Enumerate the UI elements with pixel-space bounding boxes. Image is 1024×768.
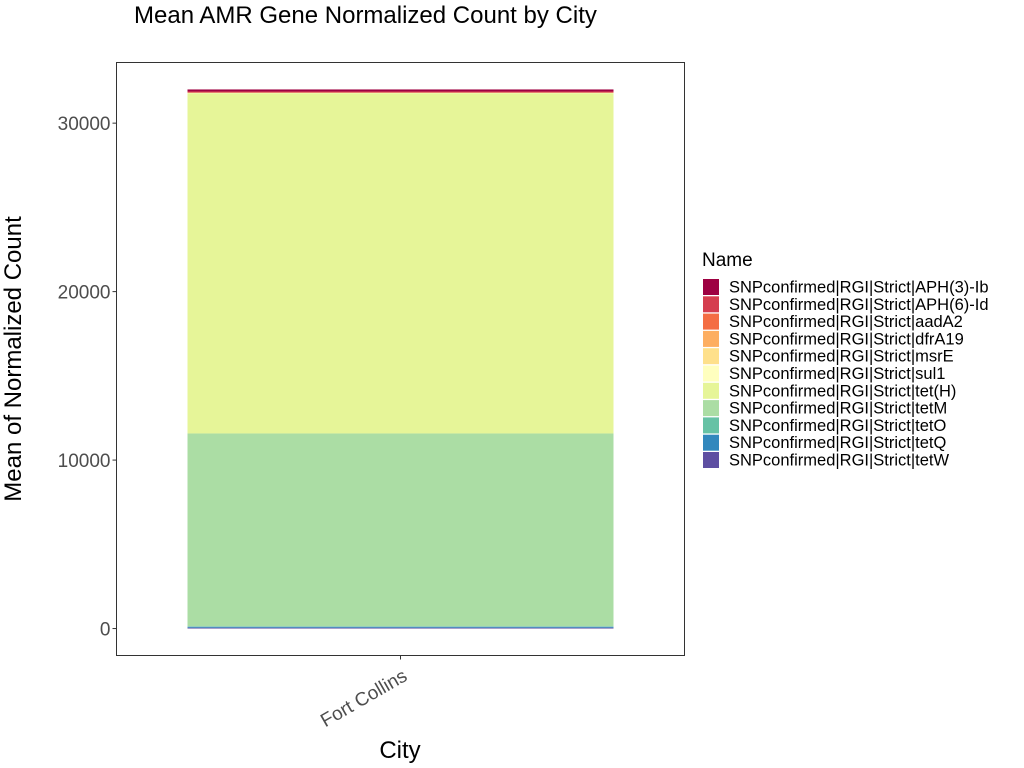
y-tick-label: 0 — [100, 620, 111, 641]
legend-swatch — [703, 296, 719, 313]
legend-swatch — [703, 348, 719, 365]
legend-swatch — [703, 382, 719, 399]
y-tick-label: 30000 — [58, 114, 111, 135]
x-axis: Fort Collins — [317, 655, 411, 732]
bars-group — [187, 89, 614, 629]
legend-swatch — [703, 400, 719, 417]
bar-segment-7 — [187, 93, 614, 434]
legend-label: SNPconfirmed|RGI|Strict|dfrA19 — [729, 330, 964, 348]
legend-label: SNPconfirmed|RGI|Strict|tetO — [729, 417, 946, 435]
legend-label: SNPconfirmed|RGI|Strict|msrE — [729, 348, 954, 366]
bar-segment-8 — [187, 433, 614, 627]
x-tick-label: Fort Collins — [317, 666, 411, 732]
bar-segment-2 — [187, 91, 614, 93]
legend-label: SNPconfirmed|RGI|Strict|tetM — [729, 400, 947, 418]
bar-segment-11 — [187, 627, 614, 629]
legend-title: Name — [702, 250, 753, 271]
y-axis-title: Mean of Normalized Count — [0, 216, 27, 502]
legend-swatch — [703, 417, 719, 434]
legend-label: SNPconfirmed|RGI|Strict|aadA2 — [729, 313, 963, 331]
x-axis-title: City — [379, 737, 420, 764]
bar-segment-1 — [187, 89, 614, 92]
y-axis: 0 10000 20000 30000 — [58, 114, 117, 641]
legend-label: SNPconfirmed|RGI|Strict|tetW — [729, 452, 949, 470]
legend-label: SNPconfirmed|RGI|Strict|APH(3)-Ib — [729, 279, 989, 297]
legend-swatch — [703, 452, 719, 468]
legend-label: SNPconfirmed|RGI|Strict|tet(H) — [729, 382, 956, 400]
legend-label: SNPconfirmed|RGI|Strict|tetQ — [729, 434, 946, 452]
y-tick-label: 20000 — [58, 283, 111, 304]
legend-swatch — [703, 279, 719, 295]
legend-swatch — [703, 330, 719, 347]
chart-title: Mean AMR Gene Normalized Count by City — [134, 2, 597, 29]
legend-swatch — [703, 365, 719, 382]
legend-swatch — [703, 434, 719, 451]
legend-label: SNPconfirmed|RGI|Strict|APH(6)-Id — [729, 296, 989, 314]
bar-segment-10 — [187, 626, 614, 628]
y-tick-label: 10000 — [58, 451, 111, 472]
legend: Name SNPconfirmed|RGI|Strict|APH(3)-IbSN… — [702, 250, 989, 470]
legend-swatch — [703, 313, 719, 330]
legend-label: SNPconfirmed|RGI|Strict|sul1 — [729, 365, 945, 383]
